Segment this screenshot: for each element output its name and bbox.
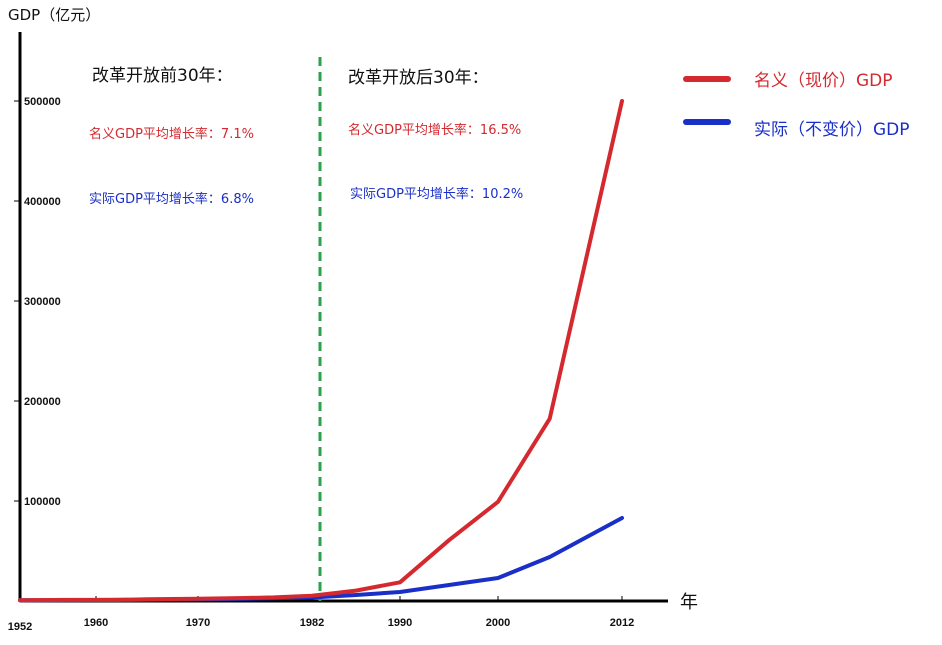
series-line-nominal-gdp (18, 99, 624, 603)
y-tick-label: 200000 (24, 396, 61, 408)
x-tick-label: 2012 (610, 617, 634, 629)
before-real-growth: 实际GDP平均增长率：6.8% (89, 191, 254, 207)
y-ticks: 100000 200000 300000 400000 500000 (14, 96, 61, 508)
y-tick-label: 100000 (24, 496, 61, 508)
x-axis-label: 年 (680, 592, 698, 613)
x-ticks: 1952 1960 1970 1982 1990 2000 2012 (8, 596, 634, 633)
x-tick-label: 1990 (388, 617, 412, 629)
legend-label-nominal: 名义（现价）GDP (754, 71, 893, 91)
legend-label-real: 实际（不变价）GDP (754, 120, 910, 140)
x-tick-label: 1982 (300, 617, 324, 629)
after-period-title: 改革开放后30年： (348, 68, 489, 88)
x-tick-label: 1952 (8, 621, 32, 633)
before-nominal-growth: 名义GDP平均增长率：7.1% (89, 126, 254, 142)
x-tick-label: 1960 (84, 617, 108, 629)
y-axis-label: GDP（亿元） (8, 6, 100, 24)
x-tick-label: 2000 (486, 617, 510, 629)
y-tick-label: 300000 (24, 296, 61, 308)
after-nominal-growth: 名义GDP平均增长率：16.5% (348, 122, 521, 138)
after-real-growth: 实际GDP平均增长率：10.2% (350, 186, 523, 202)
y-tick-label: 500000 (24, 96, 61, 108)
x-tick-label: 1970 (186, 617, 210, 629)
before-period-title: 改革开放前30年： (92, 66, 233, 86)
series-group (18, 99, 624, 603)
y-tick-label: 400000 (24, 196, 61, 208)
legend: 名义（现价）GDP 实际（不变价）GDP (683, 71, 910, 140)
